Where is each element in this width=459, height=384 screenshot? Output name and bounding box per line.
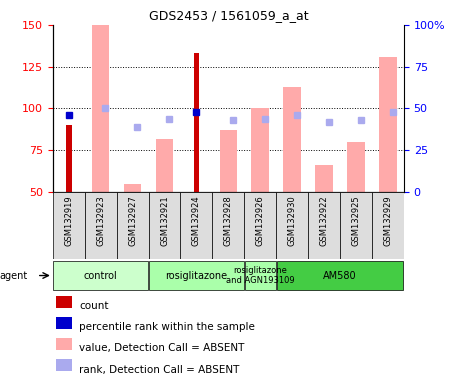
- Text: GSM132928: GSM132928: [224, 195, 233, 246]
- Text: agent: agent: [0, 270, 27, 281]
- Text: GSM132924: GSM132924: [192, 195, 201, 246]
- Bar: [66, 125, 72, 192]
- Text: GSM132921: GSM132921: [160, 195, 169, 246]
- Text: GSM132925: GSM132925: [352, 195, 360, 246]
- Bar: [340, 192, 372, 259]
- Bar: [124, 184, 141, 192]
- Bar: [283, 87, 301, 192]
- Text: value, Detection Call = ABSENT: value, Detection Call = ABSENT: [79, 343, 245, 354]
- Bar: [92, 25, 109, 192]
- Bar: [156, 139, 174, 192]
- Text: GSM132927: GSM132927: [128, 195, 137, 246]
- Bar: [194, 53, 199, 192]
- Bar: [252, 109, 269, 192]
- Bar: [149, 261, 244, 290]
- Text: GSM132929: GSM132929: [383, 195, 392, 246]
- Bar: [219, 130, 237, 192]
- Bar: [85, 192, 117, 259]
- Bar: [276, 192, 308, 259]
- Bar: [244, 192, 276, 259]
- Bar: [245, 261, 275, 290]
- Text: count: count: [79, 301, 109, 311]
- Bar: [53, 261, 148, 290]
- Bar: [277, 261, 403, 290]
- Text: GSM132926: GSM132926: [256, 195, 265, 246]
- Bar: [347, 142, 365, 192]
- Bar: [56, 296, 72, 308]
- Bar: [56, 338, 72, 350]
- Text: GSM132930: GSM132930: [288, 195, 297, 246]
- Bar: [315, 165, 333, 192]
- Title: GDS2453 / 1561059_a_at: GDS2453 / 1561059_a_at: [149, 9, 308, 22]
- Bar: [117, 192, 149, 259]
- Bar: [56, 317, 72, 329]
- Text: rank, Detection Call = ABSENT: rank, Detection Call = ABSENT: [79, 364, 240, 375]
- Bar: [56, 359, 72, 371]
- Text: percentile rank within the sample: percentile rank within the sample: [79, 322, 255, 333]
- Text: AM580: AM580: [323, 270, 357, 281]
- Text: GSM132922: GSM132922: [319, 195, 329, 246]
- Bar: [372, 192, 404, 259]
- Bar: [149, 192, 180, 259]
- Bar: [213, 192, 244, 259]
- Text: rosiglitazone
and AGN193109: rosiglitazone and AGN193109: [226, 266, 295, 285]
- Text: rosiglitazone: rosiglitazone: [165, 270, 228, 281]
- Text: GSM132923: GSM132923: [96, 195, 105, 246]
- Bar: [379, 57, 397, 192]
- Bar: [53, 192, 85, 259]
- Text: GSM132919: GSM132919: [64, 195, 73, 246]
- Text: control: control: [84, 270, 118, 281]
- Bar: [180, 192, 213, 259]
- Bar: [308, 192, 340, 259]
